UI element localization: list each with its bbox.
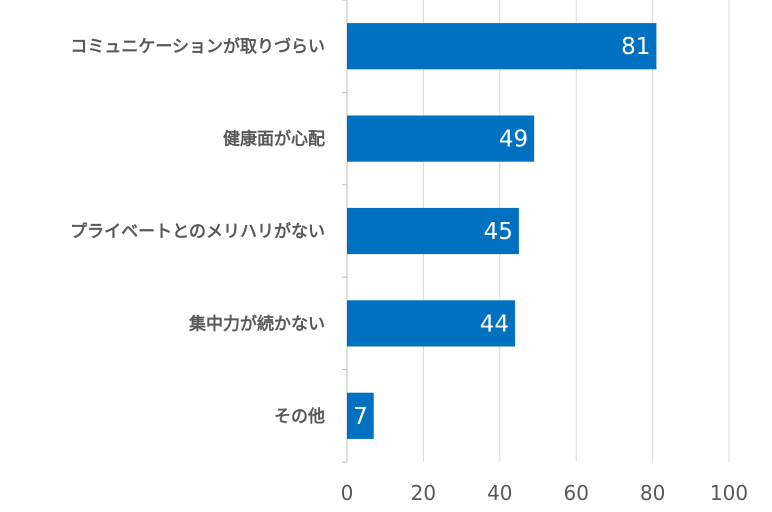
- category-label: コミュニケーションが取りづらい: [70, 36, 325, 57]
- bar: [347, 300, 516, 347]
- category-label: 健康面が心配: [223, 129, 325, 150]
- gridlines: [422, 0, 730, 462]
- bar: [347, 207, 519, 255]
- x-tick-labels: 0 20 40 60 80 100: [341, 481, 748, 505]
- data-label: 7: [353, 404, 368, 430]
- x-tick-label: 40: [487, 481, 512, 505]
- x-tick-label: 100: [710, 481, 748, 505]
- data-label: 81: [621, 34, 650, 60]
- x-tick-label: 80: [640, 481, 665, 505]
- category-label: 集中力が続かない: [188, 313, 325, 334]
- bars: 81 49 45 44 7: [347, 23, 657, 439]
- bar: [347, 23, 657, 70]
- bar: [347, 115, 535, 162]
- x-tick-label: 60: [563, 481, 588, 505]
- category-label: その他: [274, 406, 325, 427]
- x-tick-label: 20: [411, 481, 436, 505]
- data-label: 49: [499, 127, 528, 153]
- category-axis-ticks: [342, 0, 347, 463]
- data-label: 45: [484, 219, 513, 245]
- category-labels: コミュニケーションが取りづらい健康面が心配プライベートとのメリハリがない集中力が…: [70, 36, 325, 427]
- x-tick-label: 0: [341, 481, 354, 505]
- data-label: 44: [480, 311, 509, 337]
- bar: [347, 392, 374, 439]
- category-label: プライベートとのメリハリがない: [70, 221, 325, 242]
